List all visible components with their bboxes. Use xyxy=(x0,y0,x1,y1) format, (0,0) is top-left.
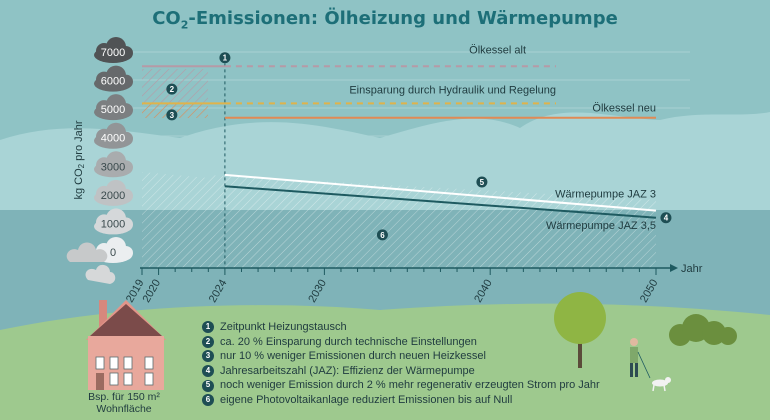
y-tick-cloud: 1000 xyxy=(94,208,133,235)
legend: 1 Zeitpunkt Heizungstausch 2 ca. 20 % Einsp… xyxy=(202,320,600,408)
chart-title: CO2-Emissionen: Ölheizung und Wärmepumpe xyxy=(152,8,618,32)
y-tick-label: 6000 xyxy=(101,76,125,88)
x-axis-label: Jahr xyxy=(681,263,703,275)
y-tick-cloud: 6000 xyxy=(94,65,133,92)
marker-5: 5 xyxy=(476,176,488,188)
x-axis-arrow xyxy=(670,264,678,272)
svg-text:3: 3 xyxy=(170,111,175,120)
y-tick-cloud: 2000 xyxy=(94,179,133,206)
legend-item: 2 ca. 20 % Einsparung durch technische Ei… xyxy=(202,335,600,350)
y-axis-cloud-ticks: 0 1000 2000 3000 4000 5000 6000 7000 xyxy=(94,37,133,263)
person xyxy=(630,338,651,379)
y-tick-label: 7000 xyxy=(101,47,125,59)
legend-text: noch weniger Emission durch 2 % mehr reg… xyxy=(220,379,600,392)
legend-text: nur 10 % weniger Emissionen durch neuen … xyxy=(220,350,486,363)
marker-4: 4 xyxy=(660,212,672,224)
marker-2: 2 xyxy=(166,83,178,95)
svg-text:4: 4 xyxy=(664,214,669,223)
y-axis-label: kg CO2 pro Jahr xyxy=(73,120,86,199)
legend-item: 1 Zeitpunkt Heizungstausch xyxy=(202,320,600,335)
legend-text: Jahresarbeitszahl (JAZ): Effizienz der W… xyxy=(220,364,475,377)
legend-item: 5 noch weniger Emission durch 2 % mehr re… xyxy=(202,378,600,393)
svg-text:5: 5 xyxy=(480,178,485,187)
series-label: Wärmepumpe JAZ 3 xyxy=(555,189,656,201)
legend-number: 3 xyxy=(202,350,214,363)
marker-3: 3 xyxy=(166,109,178,121)
legend-number: 4 xyxy=(202,365,214,378)
marker-6: 6 xyxy=(376,229,388,241)
series-3: Ölkessel neu xyxy=(224,103,656,119)
legend-number: 1 xyxy=(202,321,214,334)
series-layer: Ölkessel alt Einsparung durch Hydraulik u… xyxy=(142,44,657,268)
series-label: Einsparung durch Hydraulik und Regelung xyxy=(349,84,556,96)
dog xyxy=(652,377,671,392)
series-line xyxy=(224,173,657,212)
area-heatpump xyxy=(208,175,656,268)
svg-text:6: 6 xyxy=(380,231,385,240)
legend-item: 4 Jahresarbeitszahl (JAZ): Effizienz der … xyxy=(202,364,600,379)
legend-number: 6 xyxy=(202,394,214,407)
series-line xyxy=(224,185,657,219)
marker-1: 1 xyxy=(219,52,231,64)
y-tick-label: 0 xyxy=(110,247,116,259)
series-label: Ölkessel alt xyxy=(469,44,526,56)
y-tick-cloud: 3000 xyxy=(94,151,133,178)
y-tick-label: 2000 xyxy=(101,190,125,202)
svg-text:2: 2 xyxy=(170,85,175,94)
area-before xyxy=(142,172,208,268)
y-tick-cloud: 7000 xyxy=(94,37,133,63)
legend-item: 6 eigene Photovoltaikanlage reduziert Emi… xyxy=(202,393,600,408)
series-4: Wärmepumpe JAZ 3 xyxy=(224,173,657,212)
legend-number: 5 xyxy=(202,379,214,392)
series-label: Ölkessel neu xyxy=(592,103,656,115)
legend-text: Zeitpunkt Heizungstausch xyxy=(220,321,347,333)
marker-layer: 1 2 3 4 5 6 xyxy=(166,52,672,241)
series-1: Ölkessel alt xyxy=(142,44,556,68)
series-2: Einsparung durch Hydraulik und Regelung xyxy=(142,84,556,105)
svg-text:1: 1 xyxy=(223,54,228,63)
y-tick-label: 4000 xyxy=(101,133,125,145)
series-label: Wärmepumpe JAZ 3,5 xyxy=(546,220,656,232)
tree xyxy=(554,292,606,368)
y-tick-label: 3000 xyxy=(101,161,125,173)
legend-number: 2 xyxy=(202,335,214,348)
y-tick-cloud: 4000 xyxy=(94,122,133,149)
series-5: Wärmepumpe JAZ 3,5 xyxy=(224,185,657,232)
y-tick-label: 1000 xyxy=(101,218,125,230)
bushes xyxy=(669,314,737,346)
legend-text: ca. 20 % Einsparung durch technische Ein… xyxy=(220,335,477,348)
y-tick-label: 5000 xyxy=(101,104,125,116)
y-tick-cloud: 5000 xyxy=(94,94,133,121)
legend-text: eigene Photovoltaikanlage reduziert Emis… xyxy=(220,393,513,406)
house-caption: Bsp. für 150 m² Wohnfläche xyxy=(88,391,160,415)
house xyxy=(66,242,166,390)
legend-item: 3 nur 10 % weniger Emissionen durch neuen… xyxy=(202,349,600,364)
